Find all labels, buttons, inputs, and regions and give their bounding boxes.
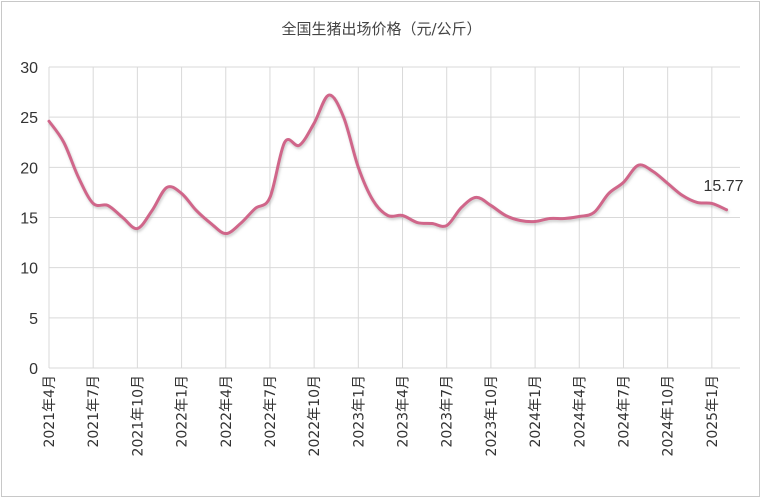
data-point [239,222,242,225]
data-point [519,219,522,222]
data-point [283,141,286,144]
data-point [430,222,433,225]
x-tick-label: 2023年7月 [440,375,456,448]
data-point [62,141,65,144]
data-point [489,204,492,207]
data-point [475,196,478,199]
x-tick-label: 2024年4月 [572,375,588,448]
x-tick-label: 2024年7月 [616,375,632,448]
data-point [534,220,537,223]
x-tick-label: 2022年4月 [219,375,235,448]
data-point [460,206,463,209]
data-point [710,202,713,205]
data-point [401,214,404,217]
data-point [372,199,375,202]
y-tick-label: 15 [20,211,38,228]
data-point [151,209,154,212]
x-tick-label: 2024年10月 [661,375,677,456]
price-line [47,93,729,236]
x-tick-label: 2021年7月 [86,375,102,448]
data-point [651,170,654,173]
x-tick-label: 2023年10月 [484,375,500,456]
y-tick-label: 20 [20,160,38,177]
y-tick-label: 5 [29,311,38,328]
data-point [327,94,330,97]
data-point [106,204,109,207]
y-tick-label: 10 [20,261,38,278]
chart-title: 全国生猪出场价格（元/公斤） [281,20,482,38]
data-point [268,196,271,199]
data-point [313,122,316,125]
data-point [180,192,183,195]
x-tick-label: 2022年10月 [307,375,323,456]
data-point [578,215,581,218]
x-tick-label: 2021年4月 [42,375,58,448]
data-point [136,227,139,230]
data-point [725,208,728,211]
data-point [210,222,213,225]
x-tick-label: 2022年7月 [263,375,279,448]
data-point [121,216,124,219]
data-point [386,214,389,217]
data-point [666,182,669,185]
data-point [254,207,257,210]
y-tick-label: 30 [20,60,38,77]
data-point [681,194,684,197]
data-point [92,202,95,205]
data-point [622,181,625,184]
data-point [593,211,596,214]
x-tick-label: 2023年4月 [396,375,412,448]
data-point [696,201,699,204]
data-point [563,217,566,220]
data-point [48,120,51,123]
y-tick-label: 25 [20,110,38,127]
x-tick-label: 2025年1月 [705,375,721,448]
data-point [165,186,168,189]
x-tick-label: 2022年1月 [175,375,191,448]
data-point [224,232,227,235]
data-point [548,217,551,220]
data-point [607,192,610,195]
data-point [77,176,80,179]
data-point [357,166,360,169]
data-point [504,214,507,217]
data-point [342,116,345,119]
x-tick-label: 2024年1月 [528,375,544,448]
last-value-label: 15.77 [704,178,744,195]
data-point [298,144,301,147]
data-point [445,224,448,227]
x-tick-label: 2021年10月 [130,375,146,456]
y-tick-label: 0 [29,361,38,378]
data-point [416,221,419,224]
data-point [195,209,198,212]
data-point [637,164,640,167]
x-tick-label: 2023年1月 [351,375,367,448]
